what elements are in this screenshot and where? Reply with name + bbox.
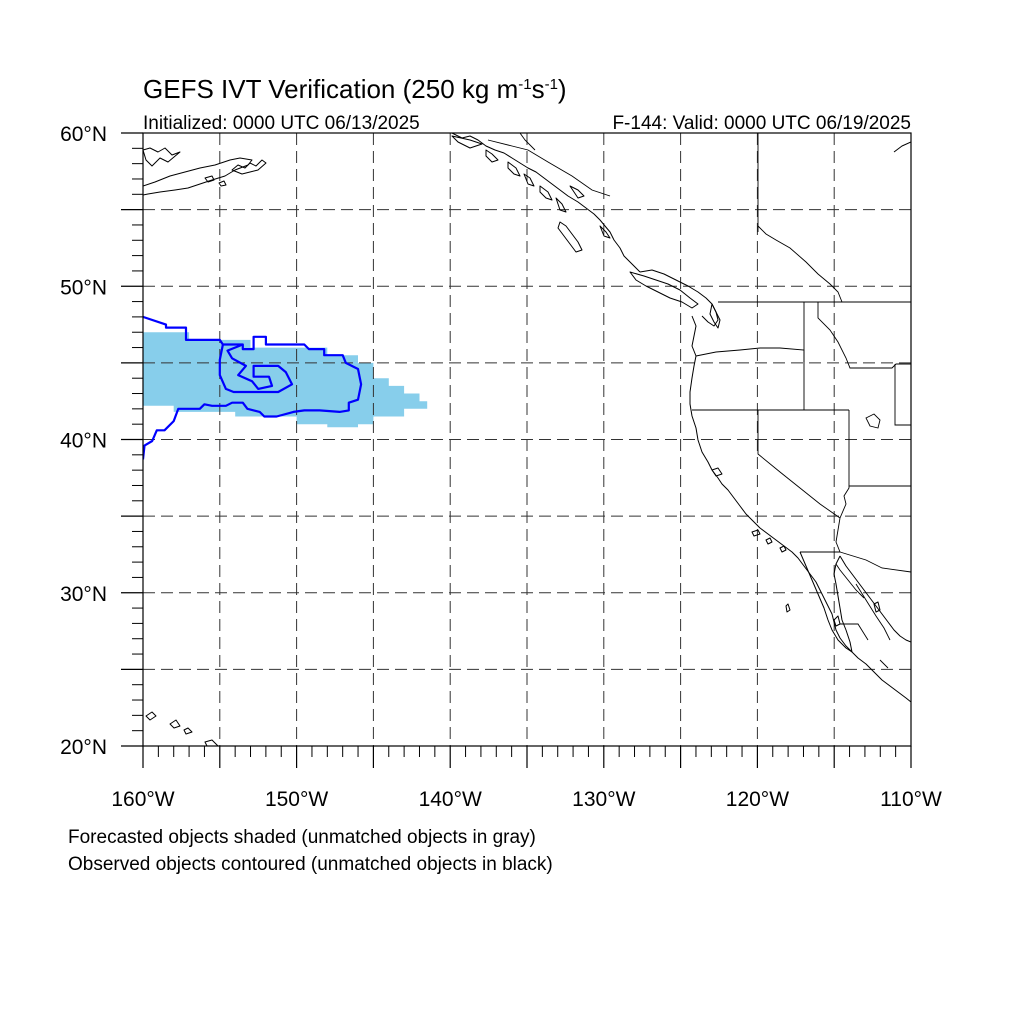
longitude-tick-labels: 160°W 150°W 140°W 130°W 120°W 110°W [111, 788, 942, 811]
basemap-political-borders [487, 133, 911, 669]
longitude-tick-label: 150°W [265, 788, 328, 811]
latitude-tick-label: 30°N [60, 583, 107, 606]
forecast-object-shading [143, 332, 428, 428]
longitude-tick-label: 110°W [880, 788, 942, 811]
longitude-tick-label: 130°W [572, 788, 635, 811]
latitude-tick-labels: 60°N 50°N 40°N 30°N 20°N [60, 123, 107, 759]
observed-object-inner-contour [218, 343, 294, 394]
observed-object-contour [143, 315, 363, 460]
basemap-coastlines [143, 133, 911, 746]
valid-time-label: F-144: Valid: 0000 UTC 06/19/2025 [612, 113, 911, 134]
map-plot-area [143, 133, 911, 746]
figure-title: GEFS IVT Verification (250 kg m-1s-1) [143, 74, 567, 104]
longitude-tick-label: 140°W [419, 788, 482, 811]
latitude-tick-label: 20°N [60, 736, 107, 759]
forecast-legend-note: Forecasted objects shaded (unmatched obj… [68, 827, 536, 848]
latitude-tick-label: 40°N [60, 430, 107, 453]
latitude-tick-label: 60°N [60, 123, 107, 146]
longitude-tick-label: 160°W [111, 788, 174, 811]
latitude-tick-label: 50°N [60, 276, 107, 299]
longitude-tick-label: 120°W [726, 788, 789, 811]
initialized-time-label: Initialized: 0000 UTC 06/13/2025 [143, 113, 420, 134]
observed-legend-note: Observed objects contoured (unmatched ob… [68, 854, 553, 875]
axis-ticks [121, 132, 912, 768]
map-gridlines [143, 133, 911, 746]
